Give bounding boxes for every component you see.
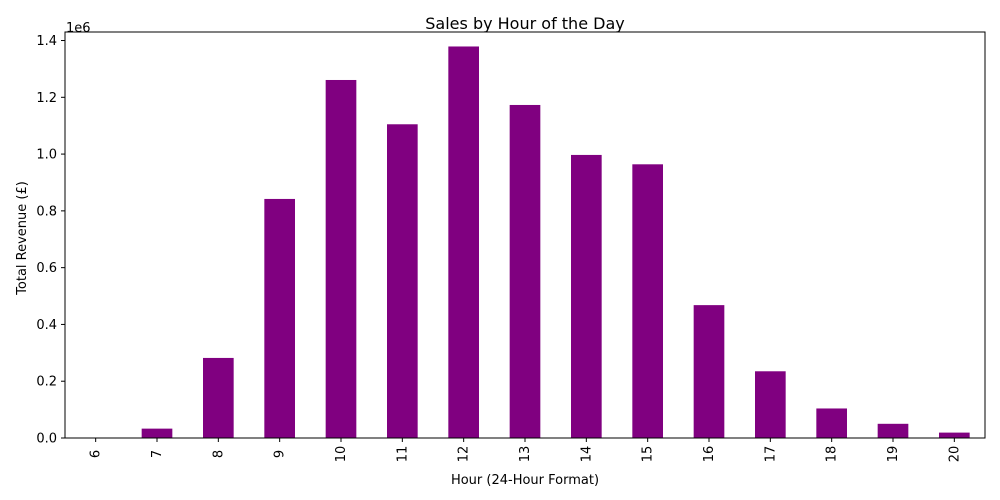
bar-hour-17 xyxy=(755,371,786,438)
bar-hour-20 xyxy=(939,432,970,438)
bar-hour-15 xyxy=(632,164,663,438)
y-axis-ticks: 0.0 0.2 0.4 0.6 0.8 1.0 1.2 1.4 xyxy=(36,34,65,447)
bar-hour-18 xyxy=(816,408,847,438)
y-tick-label: 0.0 xyxy=(36,432,57,447)
x-tick-label: 7 xyxy=(150,450,165,458)
x-tick-label: 10 xyxy=(334,446,349,463)
x-axis-ticks: 6 7 8 9 10 11 12 13 14 15 16 17 18 19 20 xyxy=(89,438,962,463)
bar-hour-16 xyxy=(693,305,725,438)
x-tick-label: 9 xyxy=(273,450,288,458)
x-tick-label: 17 xyxy=(763,446,778,463)
bar-hour-10 xyxy=(325,79,357,439)
y-axis-label: Total Revenue (£) xyxy=(15,181,30,296)
y-tick-label: 1.0 xyxy=(36,148,57,163)
y-tick-label: 0.6 xyxy=(36,261,57,276)
x-tick-label: 11 xyxy=(395,446,410,463)
bar-hour-19 xyxy=(877,423,909,438)
bar-hour-7 xyxy=(141,428,173,438)
bar-hour-14 xyxy=(571,154,602,438)
x-tick-label: 12 xyxy=(457,446,472,463)
y-tick-label: 1.4 xyxy=(36,34,57,49)
bars-group xyxy=(80,46,970,439)
y-tick-label: 0.2 xyxy=(36,375,57,390)
plot-frame xyxy=(64,31,986,439)
x-tick-label: 6 xyxy=(89,450,104,458)
x-tick-label: 15 xyxy=(641,446,656,463)
x-tick-label: 8 xyxy=(211,450,226,458)
y-axis-multiplier: 1e6 xyxy=(66,21,91,36)
bar-hour-9 xyxy=(264,198,295,438)
bar-hour-8 xyxy=(203,357,234,438)
chart-title: Sales by Hour of the Day xyxy=(425,14,624,33)
x-tick-label: 20 xyxy=(947,446,962,463)
x-tick-label: 13 xyxy=(518,446,533,463)
bar-hour-13 xyxy=(509,104,541,438)
x-tick-label: 16 xyxy=(702,446,717,463)
x-tick-label: 19 xyxy=(886,446,901,463)
bar-hour-11 xyxy=(387,124,418,438)
x-tick-label: 14 xyxy=(579,446,594,463)
bar-hour-12 xyxy=(448,46,479,438)
y-tick-label: 1.2 xyxy=(36,91,57,106)
y-tick-label: 0.8 xyxy=(36,204,57,219)
x-axis-label: Hour (24-Hour Format) xyxy=(451,473,599,488)
y-tick-label: 0.4 xyxy=(36,318,57,333)
x-tick-label: 18 xyxy=(825,446,840,463)
